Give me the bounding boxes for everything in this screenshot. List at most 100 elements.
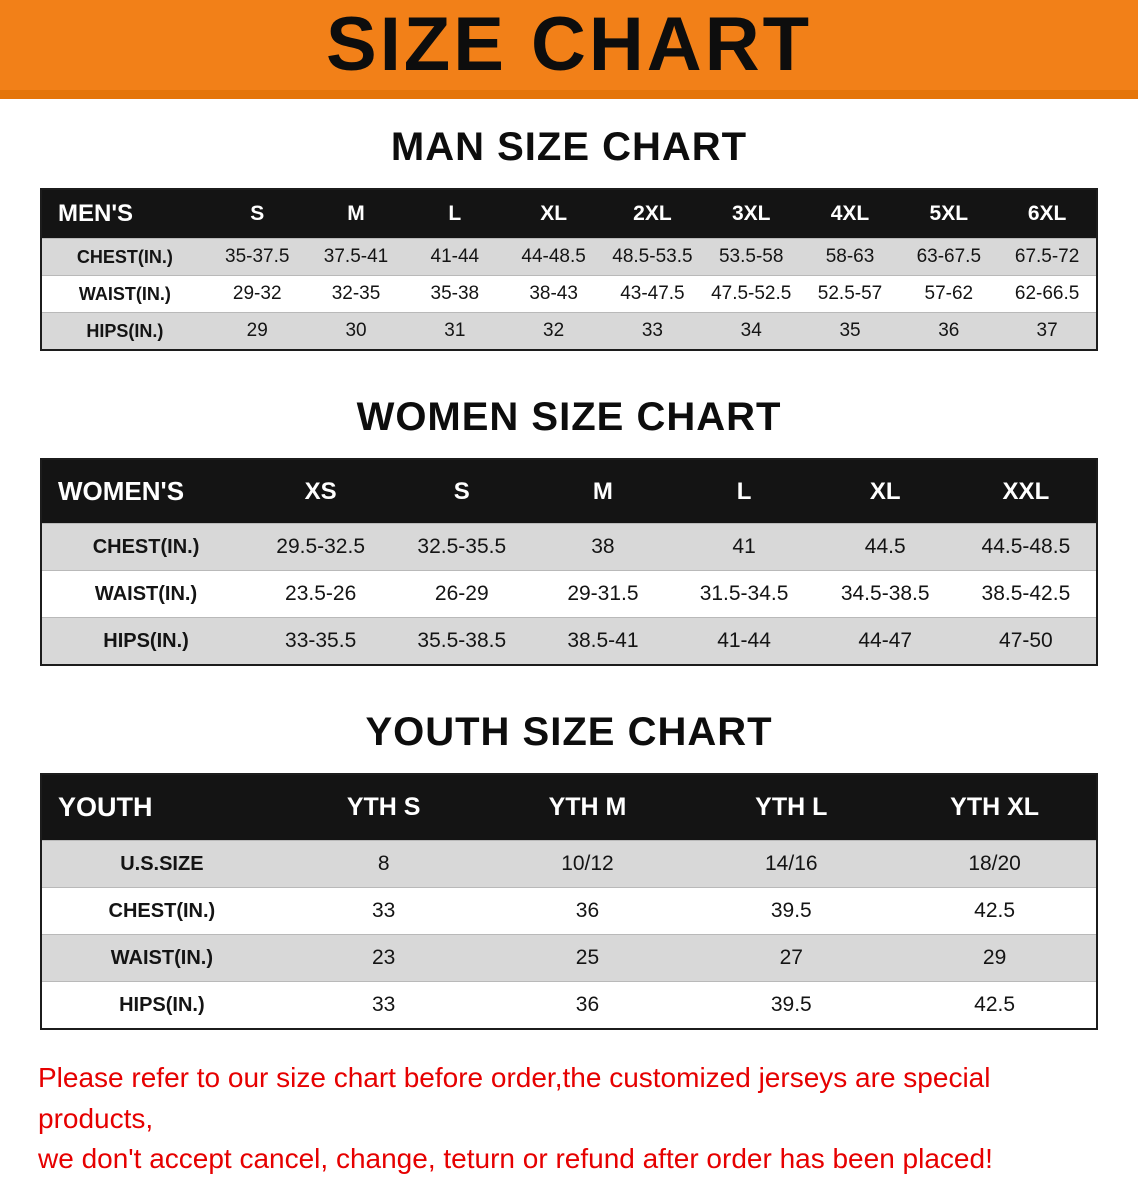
value-cell: 43-47.5 [620,283,685,304]
value-cell: 38 [591,535,615,558]
row-label-cell: WAIST(IN.) [78,283,171,304]
value-cell: 63-67.5 [916,246,982,267]
table-header-row: YOUTH YTH S YTH M YTH L YTH XL [41,774,1097,841]
table-row: WAIST(IN.) 29-32 32-35 35-38 38-43 43-47.5 47.… [41,275,1097,313]
size-header-cell: 6XL [998,189,1097,239]
value-cell: 26-29 [434,582,489,605]
table-row: CHEST(IN.) 33 36 39.5 42.5 [41,887,1097,935]
row-label-cell: WAIST(IN.) [110,946,213,969]
value-cell: 52.5-57 [817,283,883,304]
value-cell: 23.5-26 [285,582,357,605]
value-cell: 67.5-72 [1014,246,1080,267]
youth-section-heading: YOUTH SIZE CHART [365,710,773,754]
value-cell: 44-47 [858,629,913,652]
size-header-cell: XL [504,189,604,239]
man-size-chart-section: MAN SIZE CHART MEN'S S M L XL 2XL 3XL 4XL 5XL 6XL… [0,125,1138,351]
value-cell: 42.5 [974,993,1016,1016]
value-cell: 32-35 [331,283,381,304]
value-cell: 29-32 [232,283,282,304]
women-size-table: WOMEN'S XS S M L XL XXL CHEST(IN.) 29.5-32.5 32.5… [40,458,1098,666]
size-header-cell: 5XL [899,189,999,239]
size-header-cell: M [306,189,406,239]
value-cell: 41 [732,535,756,558]
value-cell: 33 [641,320,663,341]
value-cell: 48.5-53.5 [612,246,693,267]
value-cell: 33 [371,993,396,1016]
value-cell: 36 [575,993,600,1016]
table-row: CHEST(IN.) 35-37.5 37.5-41 41-44 44-48.5 48.5… [41,238,1097,276]
value-cell: 10/12 [561,852,614,875]
size-header-cell: XXL [955,459,1097,524]
value-cell: 47.5-52.5 [711,283,792,304]
size-header-cell: 2XL [603,189,702,239]
value-cell: 35.5-38.5 [417,629,507,652]
women-section-heading: WOMEN SIZE CHART [356,395,782,439]
row-label-cell: CHEST(IN.) [108,899,216,922]
size-header-cell: XS [250,459,392,524]
page-title: SIZE CHART [326,2,812,87]
size-header-cell: XL [814,459,956,524]
value-cell: 8 [377,852,390,875]
value-cell: 23 [371,946,396,969]
table-row: HIPS(IN.) 33-35.5 35.5-38.5 38.5-41 41-44 44-… [41,617,1097,665]
value-cell: 41-44 [430,246,480,267]
value-cell: 31.5-34.5 [699,582,789,605]
row-label-cell: HIPS(IN.) [119,993,205,1016]
value-cell: 42.5 [974,899,1016,922]
value-cell: 35-38 [430,283,480,304]
size-header-cell: L [673,459,815,524]
row-label-cell: HIPS(IN.) [86,320,164,341]
banner: SIZE CHART [0,0,1138,99]
value-cell: 38.5-42.5 [981,582,1071,605]
size-header-cell: L [405,189,505,239]
size-header-cell: 3XL [701,189,801,239]
table-title-cell: YOUTH [41,774,282,841]
value-cell: 53.5-58 [718,246,784,267]
size-header-cell: YTH M [485,774,690,841]
value-cell: 27 [779,946,803,969]
table-row: HIPS(IN.) 29 30 31 32 33 34 35 36 37 [41,312,1097,350]
value-cell: 32 [543,320,565,341]
value-cell: 35-37.5 [225,246,290,267]
value-cell: 18/20 [968,852,1021,875]
value-cell: 39.5 [770,899,812,922]
row-label-cell: U.S.SIZE [120,852,204,875]
value-cell: 14/16 [765,852,818,875]
value-cell: 32.5-35.5 [417,535,507,558]
value-cell: 41-44 [717,629,771,652]
value-cell: 34.5-38.5 [840,582,930,605]
value-cell: 31 [444,320,466,341]
value-cell: 33 [371,899,396,922]
footer-note-line-1: Please refer to our size chart before or… [38,1062,991,1134]
size-header-cell: YTH S [281,774,486,841]
value-cell: 37.5-41 [323,246,389,267]
row-label-cell: HIPS(IN.) [103,629,189,652]
man-section-heading: MAN SIZE CHART [390,125,748,169]
value-cell: 30 [345,320,367,341]
row-label-cell: WAIST(IN.) [94,582,198,605]
value-cell: 29-31.5 [567,582,639,605]
value-cell: 38-43 [529,283,578,304]
value-cell: 38.5-41 [567,629,639,652]
size-header-cell: M [532,459,674,524]
women-size-chart-section: WOMEN SIZE CHART WOMEN'S XS S M L XL XXL CHEST(… [0,395,1138,666]
footer-note: Please refer to our size chart before or… [38,1058,1100,1180]
value-cell: 29.5-32.5 [276,535,366,558]
value-cell: 33-35.5 [285,629,357,652]
size-header-cell: YTH XL [893,774,1097,841]
value-cell: 57-62 [924,283,974,304]
size-header-cell: 4XL [800,189,900,239]
value-cell: 47-50 [999,629,1053,652]
table-row: CHEST(IN.) 29.5-32.5 32.5-35.5 38 41 44.5 44.5… [41,523,1097,571]
value-cell: 44.5 [864,535,906,558]
size-header-cell: YTH L [689,774,894,841]
size-header-cell: S [207,189,307,239]
table-title-cell: MEN'S [41,189,208,239]
table-header-row: WOMEN'S XS S M L XL XXL [41,459,1097,524]
value-cell: 44-48.5 [521,246,586,267]
table-row: U.S.SIZE 8 10/12 14/16 18/20 [41,840,1097,888]
size-header-cell: S [391,459,533,524]
value-cell: 58-63 [825,246,875,267]
value-cell: 44.5-48.5 [981,535,1071,558]
